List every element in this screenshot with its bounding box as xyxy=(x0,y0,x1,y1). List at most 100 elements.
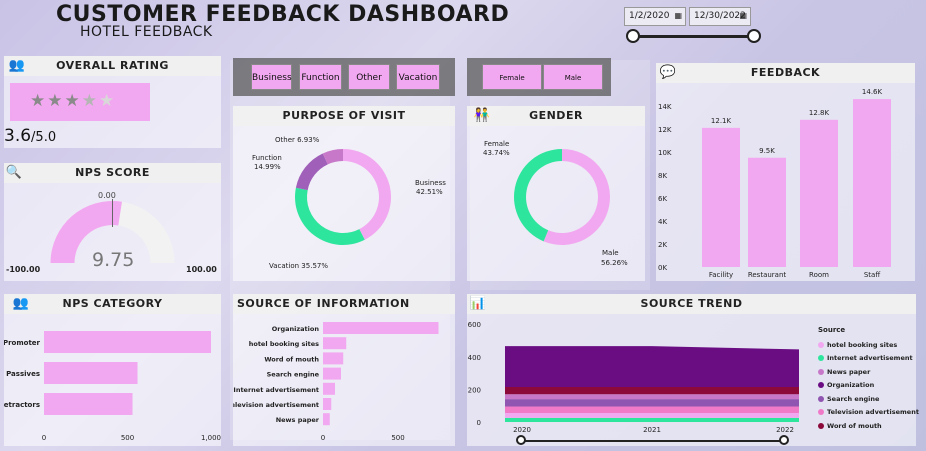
y-tick-label: 10K xyxy=(658,149,672,157)
people-icon: 👫 xyxy=(473,108,491,123)
category-label: Promoter xyxy=(4,339,41,347)
x-tick-label: 500 xyxy=(391,434,404,442)
label-business-pct: 42.51% xyxy=(416,188,443,196)
label-male-name: Male xyxy=(602,249,619,257)
gender-panel: GENDER 👫 Female 43.74% Male 56.26% xyxy=(467,106,645,281)
legend-item[interactable]: hotel booking sites xyxy=(818,338,919,352)
legend-swatch xyxy=(818,382,824,389)
feedback-title: FEEDBACK xyxy=(656,63,915,83)
data-label: 12.8K xyxy=(809,109,830,117)
category-label: Organization xyxy=(272,325,320,333)
slicer-vacation-button[interactable]: Vacation xyxy=(396,64,440,90)
dashboard-title: CUSTOMER FEEDBACK DASHBOARD xyxy=(56,2,510,27)
legend-label: News paper xyxy=(827,367,871,376)
trend-area-internet-advertisement[interactable] xyxy=(505,417,799,422)
label-male-pct: 56.26% xyxy=(601,259,628,267)
rating-value: 3.6/5.0 xyxy=(4,126,56,146)
feedback-bar-room[interactable] xyxy=(800,119,838,267)
year-slider-end-handle[interactable] xyxy=(779,435,789,445)
feedback-bar-staff[interactable] xyxy=(853,99,891,267)
x-tick-label: 2022 xyxy=(776,426,794,434)
end-date-value: 12/30/2022 xyxy=(694,11,746,21)
legend-item[interactable]: Television advertisement xyxy=(818,406,919,420)
source-bar-6[interactable] xyxy=(323,398,332,410)
trend-area-hotel-booking-sites[interactable] xyxy=(505,413,799,418)
feedback-bar-restaurant[interactable] xyxy=(748,157,786,267)
y-tick-label: 14K xyxy=(658,103,672,111)
source-of-information-panel: SOURCE OF INFORMATION Organization hotel … xyxy=(233,294,455,446)
legend-label: Word of mouth xyxy=(827,421,882,430)
nps-category-title: NPS CATEGORY xyxy=(4,294,221,314)
trend-area-search-engine[interactable] xyxy=(505,399,799,407)
feedback-bar-chart: 14K 12K 10K 8K 6K 4K 2K 0K 12.1K Facility 9.5K Rest… xyxy=(658,88,891,279)
nps-bar-promoter[interactable] xyxy=(44,331,211,353)
end-date-input[interactable]: 12/30/2022 ▦ xyxy=(689,7,751,26)
slicer-function-button[interactable]: Function xyxy=(299,64,342,90)
label-business-name: Business xyxy=(415,179,446,187)
legend-swatch xyxy=(818,409,824,416)
nps-bar-passives[interactable] xyxy=(44,362,138,384)
start-date-value: 1/2/2020 xyxy=(629,11,670,21)
x-tick-label: 500 xyxy=(121,434,134,442)
legend-item[interactable]: News paper xyxy=(818,365,919,379)
source-bar-3[interactable] xyxy=(323,352,344,365)
legend-item[interactable]: Internet advertisement xyxy=(818,352,919,366)
legend-label: Organization xyxy=(827,381,875,390)
source-trend-title: SOURCE TREND xyxy=(467,294,916,314)
calendar-icon: ▦ xyxy=(739,11,747,20)
feedback-panel: FEEDBACK 💬 14K 12K 10K 8K 6K 4K 2K 0K 12.1K Facil… xyxy=(656,63,915,281)
y-tick-label: 8K xyxy=(658,172,667,180)
y-tick-label: 600 xyxy=(468,321,481,329)
source-bar-7[interactable] xyxy=(323,413,330,426)
purpose-slice-business[interactable] xyxy=(343,149,391,240)
legend-title: Source xyxy=(818,326,846,334)
category-label: Passives xyxy=(6,370,40,378)
x-tick-label: Facility xyxy=(709,271,733,279)
slicer-other-button[interactable]: Other xyxy=(348,64,390,90)
data-label: 9.5K xyxy=(759,147,775,155)
rating-stars-box: ★★★★★ xyxy=(10,83,150,121)
trend-area-word-of-mouth[interactable] xyxy=(505,386,799,395)
purpose-slice-other[interactable] xyxy=(322,149,343,165)
bar-chart-icon: 📊 xyxy=(469,296,487,311)
feedback-bar-facility[interactable] xyxy=(702,127,740,267)
nps-category-bar-chart: Promoter Passives Detractors 0 500 1,000 xyxy=(4,331,221,442)
source-bar-4[interactable] xyxy=(323,367,341,380)
x-tick-label: Staff xyxy=(864,271,880,279)
year-slider-track[interactable] xyxy=(520,440,785,442)
trend-area-organization[interactable] xyxy=(505,346,799,387)
gender-slice-male[interactable] xyxy=(543,149,610,245)
nps-score-title: NPS SCORE xyxy=(4,163,221,183)
label-female-pct: 43.74% xyxy=(483,149,510,157)
slicer-male-button[interactable]: Male xyxy=(543,64,603,90)
slicer-business-button[interactable]: Business xyxy=(251,64,292,90)
star-icon: ★ xyxy=(30,91,48,111)
legend-item[interactable]: Search engine xyxy=(818,392,919,406)
date-slider-start-handle[interactable] xyxy=(626,29,640,43)
source-bar-1[interactable] xyxy=(323,322,439,334)
gender-slice-female[interactable] xyxy=(514,149,562,242)
purpose-slice-function[interactable] xyxy=(295,153,328,191)
legend-item[interactable]: Word of mouth xyxy=(818,419,919,433)
purpose-slice-vacation[interactable] xyxy=(295,187,365,246)
slicer-female-button[interactable]: Female xyxy=(482,64,542,90)
year-slider-start-handle[interactable] xyxy=(516,435,526,445)
category-label: Word of mouth xyxy=(264,355,319,363)
gender-title: GENDER xyxy=(467,106,645,126)
trend-area-news-paper[interactable] xyxy=(505,394,799,400)
category-label: News paper xyxy=(276,416,320,424)
source-bar-5[interactable] xyxy=(323,382,335,395)
x-tick-label: 1,000 xyxy=(201,434,221,442)
star-icon: ★ xyxy=(47,91,65,111)
start-date-input[interactable]: 1/2/2020 ▦ xyxy=(624,7,686,26)
date-slider-track[interactable] xyxy=(632,35,754,38)
purpose-of-visit-title: PURPOSE OF VISIT xyxy=(233,106,455,126)
label-other: Other 6.93% xyxy=(275,136,320,144)
label-function-pct: 14.99% xyxy=(254,163,281,171)
trend-area-television-advertisement[interactable] xyxy=(505,406,799,414)
date-slider-end-handle[interactable] xyxy=(747,29,761,43)
nps-bar-detractors[interactable] xyxy=(44,393,133,415)
source-bar-2[interactable] xyxy=(323,337,347,350)
legend-item[interactable]: Organization xyxy=(818,379,919,393)
legend-swatch xyxy=(818,422,824,429)
